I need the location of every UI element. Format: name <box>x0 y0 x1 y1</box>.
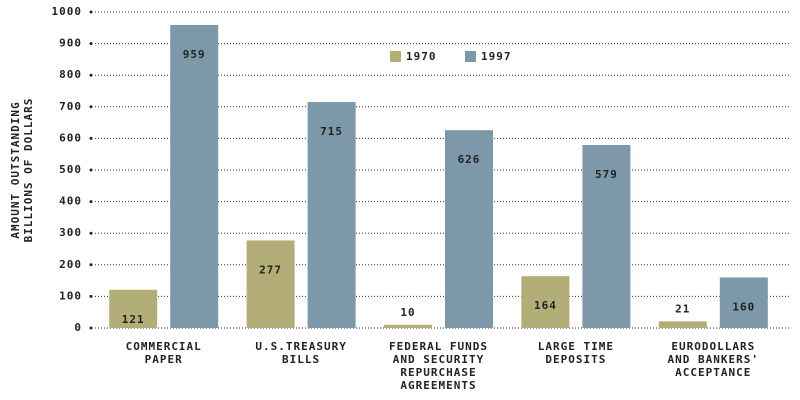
y-tick-label: 200 <box>59 258 82 271</box>
y-tick-label: 100 <box>59 289 82 302</box>
bar <box>658 321 707 328</box>
bar <box>445 130 493 328</box>
x-tick-label: AGREEMENTS <box>400 379 476 392</box>
value-label: 121 <box>122 313 145 326</box>
x-tick-label: LARGE TIME <box>538 340 614 353</box>
y-axis-label: AMOUNT OUTSTANDING <box>9 101 22 238</box>
tick-mark <box>89 105 93 109</box>
bar <box>307 102 356 328</box>
tick-mark <box>89 42 93 46</box>
x-tick-label: AND BANKERS' <box>668 353 759 366</box>
tick-mark <box>89 10 93 14</box>
x-tick-label: BILLS <box>282 353 320 366</box>
bar <box>719 277 768 328</box>
bar <box>582 145 631 328</box>
tick-mark <box>89 168 93 172</box>
x-tick-label: REPURCHASE <box>400 366 476 379</box>
y-tick-label: 600 <box>59 131 82 144</box>
x-tick-label: EURODOLLARS <box>671 340 755 353</box>
tick-mark <box>89 200 93 204</box>
value-label: 626 <box>458 153 481 166</box>
bar <box>246 240 295 328</box>
x-tick-label: DEPOSITS <box>545 353 606 366</box>
x-tick-label: COMMERCIAL <box>126 340 202 353</box>
legend-label: 1970 <box>406 50 437 63</box>
tick-mark <box>89 136 93 140</box>
x-tick-label: AND SECURITY <box>393 353 484 366</box>
tick-mark <box>89 263 93 267</box>
x-tick-label: U.S.TREASURY <box>255 340 346 353</box>
x-tick-label: FEDERAL FUNDS <box>389 340 488 353</box>
value-label: 10 <box>400 306 415 319</box>
bar <box>109 289 158 328</box>
y-tick-label: 800 <box>59 68 82 81</box>
y-tick-label: 0 <box>74 321 82 334</box>
x-tick-label: PAPER <box>145 353 183 366</box>
value-label: 164 <box>534 299 557 312</box>
y-tick-label: 400 <box>59 195 82 208</box>
tick-mark <box>89 73 93 77</box>
bar <box>384 324 432 328</box>
value-label: 160 <box>732 300 755 313</box>
legend-swatch <box>465 51 476 62</box>
y-tick-label: 500 <box>59 163 82 176</box>
tick-mark <box>89 294 93 298</box>
y-tick-label: 300 <box>59 226 82 239</box>
bar <box>170 24 219 329</box>
bar <box>521 276 570 328</box>
tick-mark <box>89 326 93 330</box>
x-tick-label: ACCEPTANCE <box>675 366 751 379</box>
legend-swatch <box>390 51 401 62</box>
y-tick-label: 900 <box>59 37 82 50</box>
value-label: 21 <box>675 302 690 315</box>
value-label: 959 <box>183 48 206 61</box>
tick-mark <box>89 231 93 235</box>
value-label: 715 <box>320 125 343 138</box>
value-label: 277 <box>259 263 282 276</box>
y-tick-label: 1000 <box>52 5 83 18</box>
y-tick-label: 700 <box>59 100 82 113</box>
legend-label: 1997 <box>481 50 512 63</box>
value-label: 579 <box>595 168 618 181</box>
y-axis-label: BILLIONS OF DOLLARS <box>22 98 35 243</box>
